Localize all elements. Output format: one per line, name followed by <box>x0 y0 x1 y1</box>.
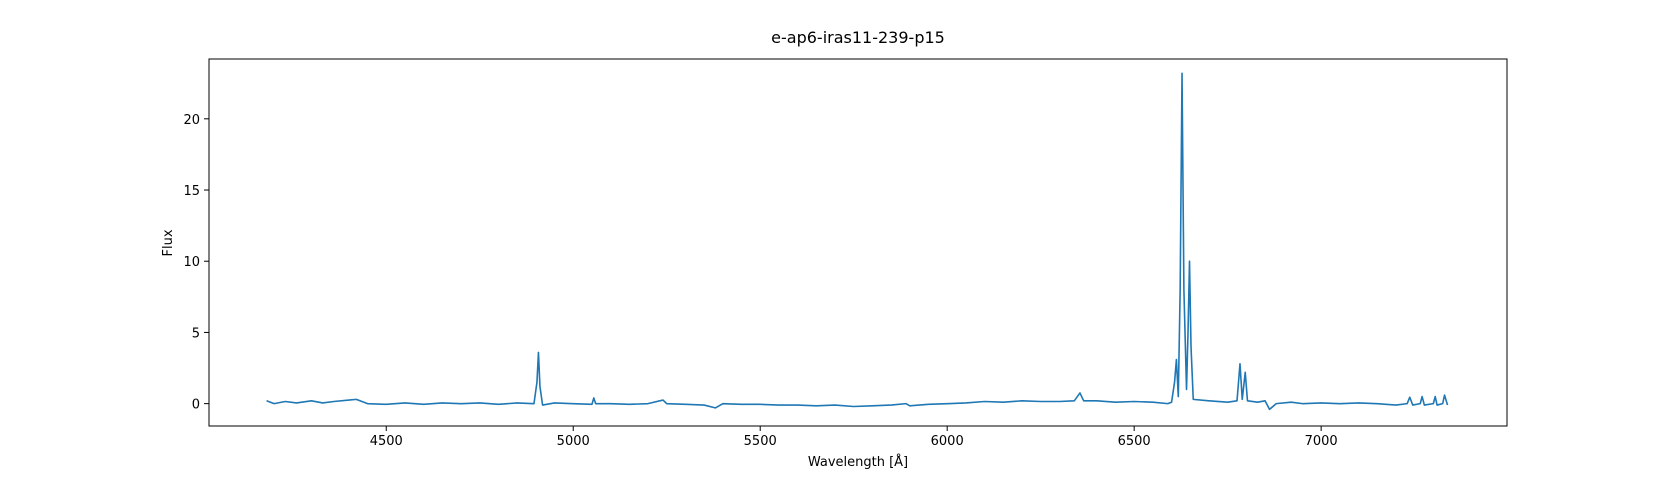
x-tick-label: 5000 <box>557 434 590 449</box>
y-tick-label: 0 <box>192 398 200 413</box>
x-tick-label: 6000 <box>931 434 964 449</box>
y-tick-label: 15 <box>183 184 200 199</box>
x-axis-label: Wavelength [Å] <box>808 454 908 470</box>
y-tick-label: 5 <box>192 326 200 341</box>
y-tick-label: 10 <box>183 255 200 270</box>
x-tick-label: 5500 <box>744 434 777 449</box>
y-axis-label: Flux <box>161 229 176 256</box>
y-tick-label: 20 <box>183 113 200 128</box>
chart-title: e-ap6-iras11-239-p15 <box>771 28 945 47</box>
x-tick-label: 7000 <box>1305 434 1338 449</box>
plot-frame <box>208 58 1508 427</box>
x-tick-label: 4500 <box>370 434 403 449</box>
x-tick-label: 6500 <box>1118 434 1151 449</box>
spectrum-line <box>266 72 1449 411</box>
